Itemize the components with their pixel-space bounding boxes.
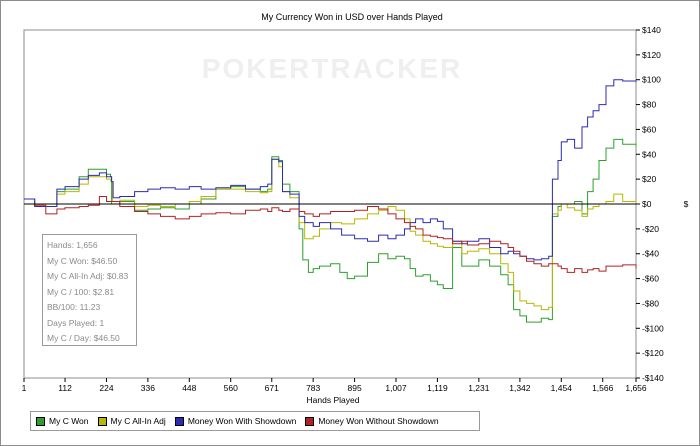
x-axis: 1 112 224 336 448 560 671 783 895 1,007 1,119 1,231…	[22, 378, 647, 393]
x-tick-label: 336	[141, 383, 155, 393]
series-line-4	[24, 196, 637, 273]
x-tick-label: 560	[224, 383, 238, 393]
x-tick-label: 671	[265, 383, 279, 393]
y-tick-label: $40	[642, 149, 656, 159]
legend-label: Money Won Without Showdown	[318, 416, 439, 426]
x-tick-label: 112	[58, 383, 72, 393]
x-tick-label: 1,007	[385, 383, 407, 393]
legend: My C Won My C All-In Adj Money Won With …	[30, 411, 480, 431]
stat-per-day: My C / Day: $46.50	[47, 333, 120, 343]
stat-won: My C Won: $46.50	[47, 255, 118, 266]
legend-swatch	[36, 416, 45, 426]
y-tick-label: -$100	[642, 323, 664, 333]
y-axis-label: $	[684, 199, 689, 209]
legend-item[interactable]: My C Won	[36, 416, 89, 426]
x-tick-label: 1,231	[468, 383, 490, 393]
x-axis-label: Hands Played	[307, 395, 360, 405]
watermark-logo: POKERTRACKER	[202, 53, 462, 84]
x-tick-label: 895	[347, 383, 361, 393]
legend-swatch	[97, 416, 107, 426]
x-tick-label: 1,656	[625, 383, 647, 393]
x-tick-label: 448	[182, 383, 196, 393]
x-tick-label: 1	[22, 383, 27, 393]
stats-box: Hands: 1,656 My C Won: $46.50 My C All-I…	[42, 234, 137, 346]
legend-swatch	[174, 416, 184, 426]
chart-title: My Currency Won in USD over Hands Played	[261, 12, 442, 22]
x-tick-label: 783	[306, 383, 320, 393]
y-tick-label: -$40	[642, 249, 659, 259]
x-tick-label: 1,119	[427, 383, 448, 393]
series-line-3	[24, 79, 637, 261]
stat-hands: Hands: 1,656	[47, 240, 98, 250]
series-layer	[24, 79, 637, 323]
legend-item[interactable]: Money Won With Showdown	[174, 416, 297, 426]
series-line-2	[24, 158, 637, 311]
x-tick-label: 1,566	[592, 383, 614, 393]
y-tick-label: $60	[642, 124, 656, 134]
y-tick-label: $20	[642, 174, 656, 184]
stat-days: Days Played: 1	[47, 317, 105, 328]
x-tick-label: 224	[99, 383, 113, 393]
y-tick-label: -$140	[642, 373, 664, 383]
y-tick-label: $80	[642, 100, 656, 110]
legend-label: Money Won With Showdown	[187, 416, 297, 426]
y-tick-label: $140	[642, 25, 661, 35]
y-tick-label: -$120	[642, 348, 664, 358]
legend-item[interactable]: Money Won Without Showdown	[305, 416, 439, 426]
y-axis: $140 $120 $100 $80 $60 $40 $20 $0 -$20 -$40 -$60 -$…	[636, 25, 664, 383]
y-tick-label: $120	[642, 50, 661, 60]
y-tick-label: -$20	[642, 224, 659, 234]
stat-allin-adj: My C All-In Adj: $0.83	[47, 271, 129, 281]
x-tick-label: 1,342	[509, 383, 531, 393]
y-tick-label: $100	[642, 75, 661, 85]
stat-per-100: My C / 100: $2.81	[47, 286, 115, 297]
legend-label: My C Won	[49, 416, 89, 426]
legend-label: My C All-In Adj	[110, 416, 166, 426]
y-tick-label: $0	[642, 199, 652, 209]
legend-item[interactable]: My C All-In Adj	[97, 416, 166, 426]
legend-swatch	[305, 416, 315, 426]
y-tick-label: -$60	[642, 274, 659, 284]
stat-bb-100: BB/100: 11.23	[47, 302, 101, 312]
y-tick-label: -$80	[642, 298, 659, 308]
x-tick-label: 1,454	[551, 383, 573, 393]
